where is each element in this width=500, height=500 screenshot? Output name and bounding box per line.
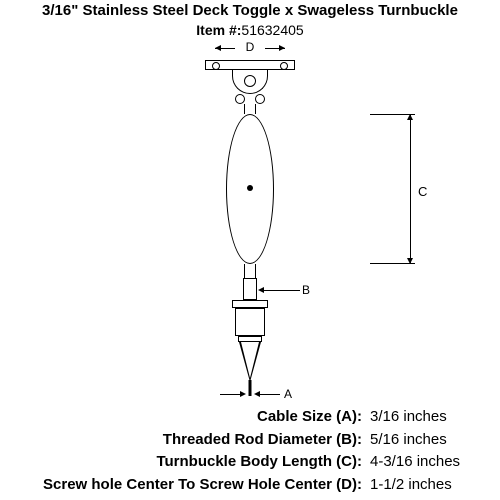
spec-row: Cable Size (A):3/16 inches bbox=[0, 406, 500, 429]
lower-neck bbox=[244, 264, 256, 278]
toggle-balls bbox=[235, 94, 265, 104]
dimension-a: A bbox=[220, 388, 280, 402]
swageless-barrel bbox=[235, 308, 265, 336]
upper-flange bbox=[232, 300, 268, 308]
dim-d-label: D bbox=[246, 40, 255, 54]
item-number: Item #:51632405 bbox=[0, 22, 500, 38]
spec-row: Screw hole Center To Screw Hole Center (… bbox=[0, 474, 500, 497]
dimension-d: D bbox=[215, 40, 285, 60]
spec-row: Turnbuckle Body Length (C):4-3/16 inches bbox=[0, 451, 500, 474]
dimension-b: B bbox=[250, 285, 320, 297]
upper-neck bbox=[244, 104, 256, 114]
turnbuckle-diagram: D C B A bbox=[150, 40, 350, 400]
product-title: 3/16" Stainless Steel Deck Toggle x Swag… bbox=[0, 2, 500, 19]
dim-c-label: C bbox=[418, 184, 427, 199]
cone-inner bbox=[241, 342, 259, 378]
deck-plate bbox=[205, 60, 295, 70]
body-center-hole bbox=[247, 185, 253, 191]
dimension-c: C bbox=[370, 114, 430, 264]
dim-a-label: A bbox=[284, 387, 292, 401]
dim-b-label: B bbox=[302, 283, 310, 297]
spec-row: Threaded Rod Diameter (B):5/16 inches bbox=[0, 429, 500, 452]
spec-table: Cable Size (A):3/16 inches Threaded Rod … bbox=[0, 406, 500, 496]
clevis-pin-hole bbox=[244, 75, 256, 87]
